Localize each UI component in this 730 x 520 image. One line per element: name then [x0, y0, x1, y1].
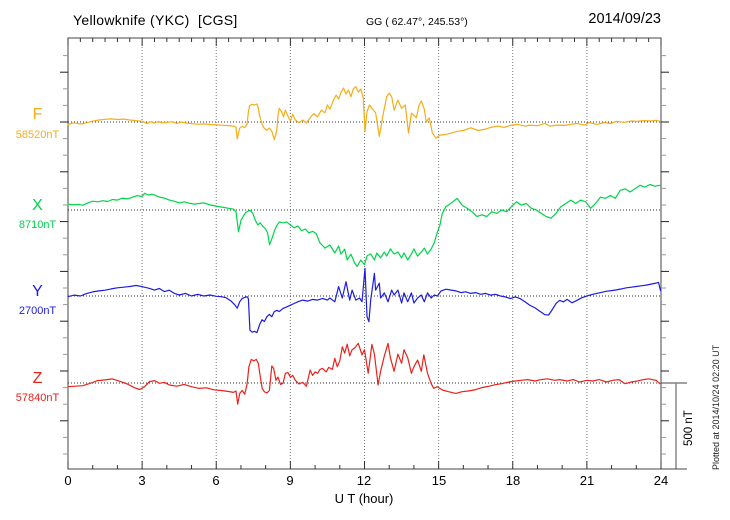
xtick-15: 15	[431, 473, 447, 488]
xtick-18: 18	[505, 473, 521, 488]
x-axis-title: U T (hour)	[334, 491, 394, 506]
xtick-21: 21	[579, 473, 595, 488]
curve-X	[67, 183, 661, 267]
curve-F	[67, 85, 661, 141]
component-baseline-X: 8710nT	[18, 219, 57, 231]
component-label-X: X	[32, 197, 43, 214]
xtick-0: 0	[64, 473, 72, 488]
plot-date: 2014/09/23	[588, 11, 661, 27]
xtick-3: 3	[138, 473, 146, 488]
xtick-9: 9	[286, 473, 294, 488]
component-label-Z: Z	[32, 370, 43, 387]
station-title: Yellowknife (YKC) [CGS]	[73, 12, 238, 28]
component-label-F: F	[32, 106, 43, 123]
geographic-coordinates: GG ( 62.47°, 245.53°)	[366, 16, 468, 28]
component-baseline-F: 58520nT	[15, 129, 60, 141]
gridlines	[68, 38, 661, 469]
curve-Y	[67, 267, 662, 334]
xtick-12: 12	[356, 473, 372, 488]
scale-bar-label: 500 nT	[683, 410, 695, 446]
component-baseline-Y: 2700nT	[18, 305, 57, 317]
plotted-timestamp-note: Plotted at 2014/10/24 02:20 UT	[711, 344, 721, 470]
axis-ticks	[60, 38, 669, 469]
xtick-24: 24	[653, 473, 669, 488]
curve-Z	[67, 342, 661, 405]
component-label-Y: Y	[32, 283, 43, 300]
xtick-6: 6	[212, 473, 220, 488]
component-baseline-Z: 57840nT	[15, 392, 60, 404]
scale-bar	[661, 382, 687, 470]
